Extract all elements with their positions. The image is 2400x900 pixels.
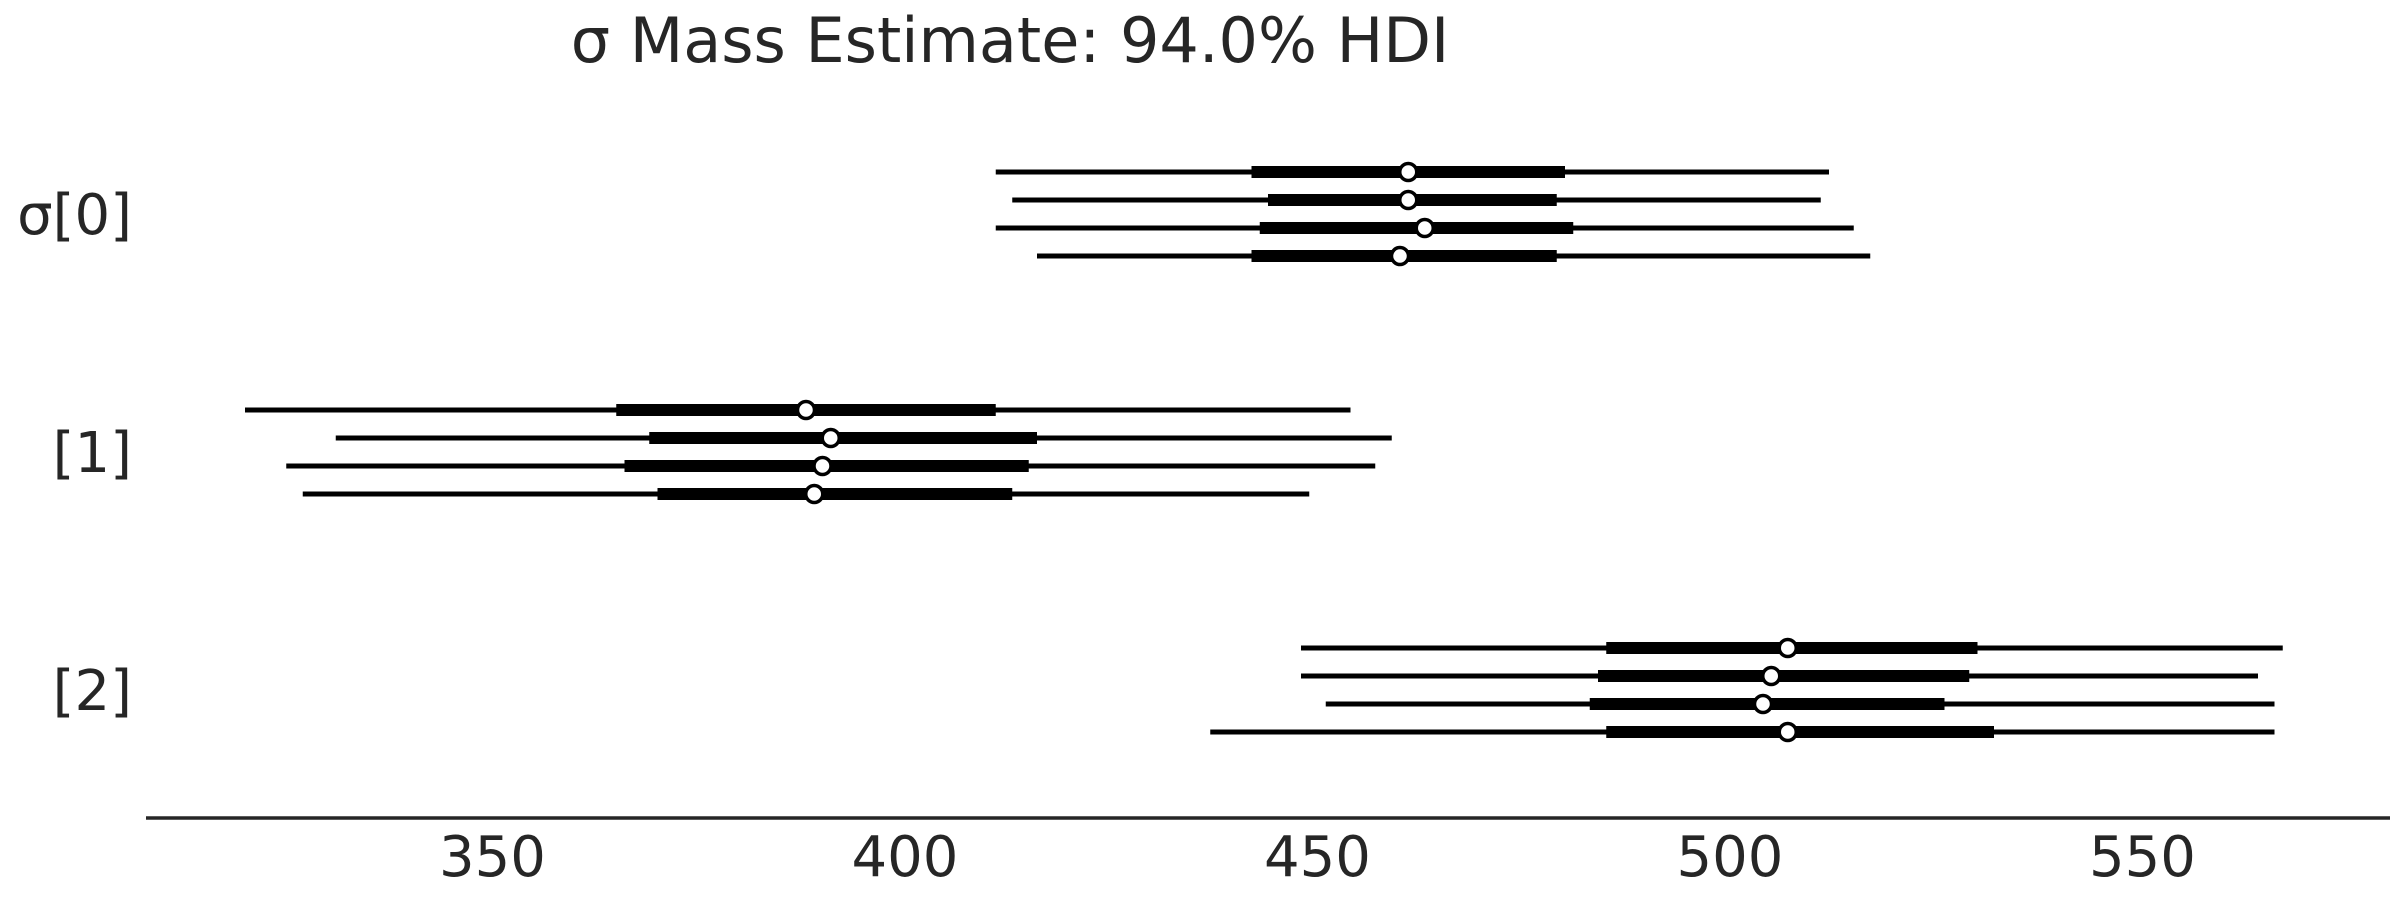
y-axis-label: σ[0] [17,183,132,248]
median-point [1777,721,1798,743]
median-point [804,483,825,505]
x-tick-label: 550 [2089,825,2196,890]
median-point [812,455,833,477]
x-tick-label: 500 [1677,825,1784,890]
median-point [1752,693,1774,715]
median-point [795,399,817,421]
x-tick-label: 400 [852,825,959,890]
x-tick-label: 450 [1264,825,1371,890]
median-point [820,427,841,449]
median-point [1761,665,1782,687]
median-point [1389,245,1411,267]
median-point [1777,637,1798,659]
median-point [1398,161,1419,183]
x-axis-ticks: 350 400 450 500 550 [439,825,2196,890]
y-axis-labels: σ[0] [1] [2] [17,183,132,724]
median-point [1398,189,1419,211]
plot-area [245,161,2283,743]
y-axis-label: [1] [53,421,132,486]
median-point [1414,217,1435,239]
x-tick-label: 350 [439,825,546,890]
y-axis-label: [2] [53,659,132,724]
chart-title: σ Mass Estimate: 94.0% HDI [571,4,1450,77]
